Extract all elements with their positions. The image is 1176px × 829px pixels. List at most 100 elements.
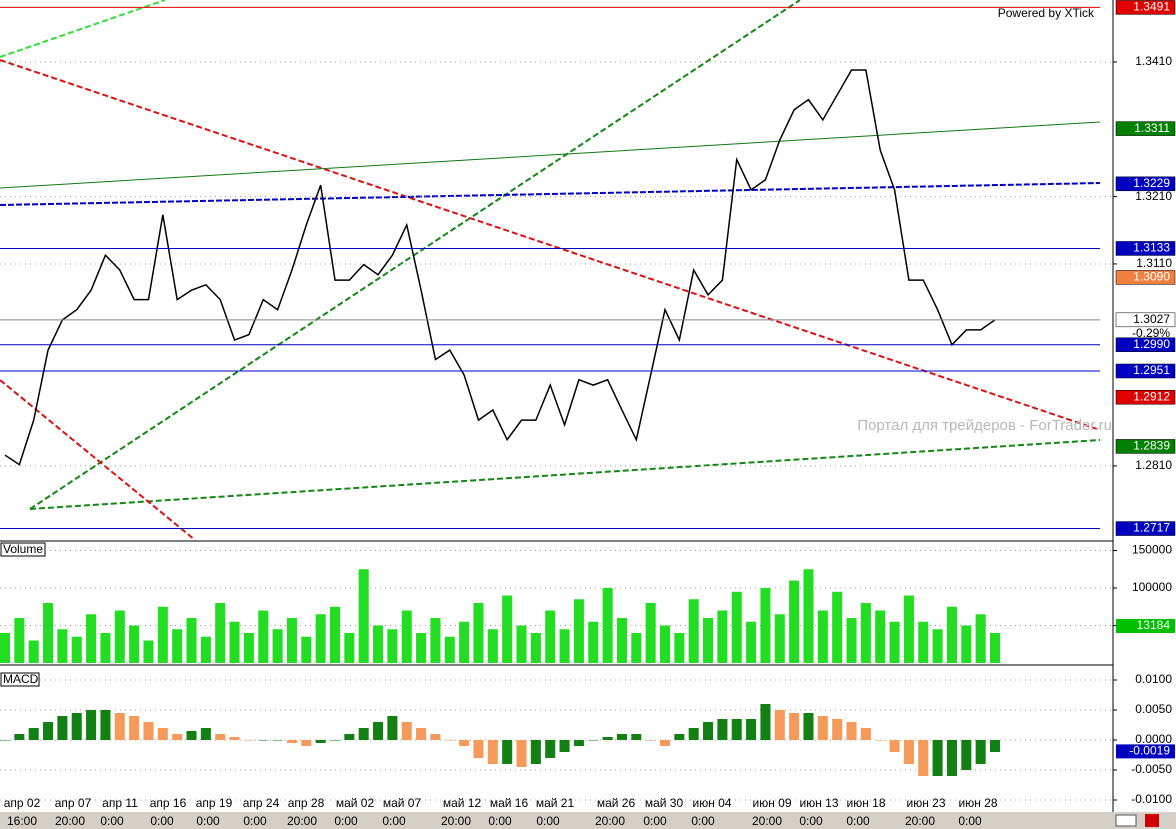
value-badge [1116, 744, 1175, 759]
value-badge-label: 13184 [1137, 618, 1171, 632]
bar [286, 740, 297, 743]
level-label: 1.2717 [1133, 521, 1170, 535]
bar [28, 640, 39, 663]
bar [545, 740, 556, 758]
bar [272, 740, 283, 741]
level-label: 1.2912 [1133, 389, 1170, 403]
x-date-label: май 07 [383, 796, 422, 810]
bar [659, 740, 671, 746]
bar [229, 621, 240, 663]
bar [459, 621, 470, 663]
bar [846, 618, 857, 663]
bar [846, 722, 857, 740]
bar [358, 728, 369, 740]
level-label: 1.3311 [1134, 121, 1170, 135]
bar [530, 633, 541, 663]
bar [860, 603, 871, 663]
bar [272, 629, 283, 663]
bar [989, 740, 1001, 752]
x-date-label: апр 19 [196, 796, 233, 810]
bar [688, 599, 699, 663]
x-time-label: 20:00 [752, 814, 782, 828]
bar [473, 603, 484, 663]
bar [416, 633, 427, 663]
level-badge [1115, 390, 1176, 405]
time-strip [0, 812, 1176, 829]
level-badge [1115, 363, 1176, 379]
level-badge [1115, 176, 1176, 192]
x-time-label: 0:00 [488, 814, 512, 828]
bar [975, 740, 986, 764]
bar [530, 740, 541, 764]
bar [961, 740, 972, 770]
panel-label: MACD [3, 672, 39, 686]
bar [387, 629, 398, 663]
y-tick-label: -0.0050 [1131, 762, 1172, 776]
bar [57, 716, 68, 740]
bar [588, 740, 599, 741]
bar [746, 621, 757, 663]
level-label: 1.3229 [1133, 176, 1170, 190]
y-tick-label: 1.2810 [1135, 458, 1172, 472]
bar [315, 614, 326, 663]
bar [430, 734, 441, 740]
bar [129, 625, 140, 663]
x-time-label: 20:00 [905, 814, 935, 828]
x-time-label: 0:00 [334, 814, 358, 828]
bar [717, 610, 728, 663]
bar [746, 719, 757, 740]
bar [200, 728, 211, 740]
bar [961, 625, 972, 663]
bar [502, 740, 513, 764]
x-date-label: апр 16 [150, 796, 187, 810]
icon-button[interactable] [1115, 814, 1137, 827]
bar [875, 740, 886, 741]
y-tick-label: 100000 [1132, 580, 1172, 594]
x-time-label: 0:00 [846, 814, 870, 828]
bar [889, 621, 900, 663]
y-tick-label: 150000 [1132, 543, 1172, 557]
bar [932, 629, 943, 663]
bar [731, 591, 742, 663]
bar [946, 740, 957, 776]
bar [473, 740, 484, 758]
x-date-label: июн 04 [692, 796, 731, 810]
bar [0, 633, 11, 663]
icon-button[interactable] [1145, 814, 1159, 827]
bar [258, 610, 269, 663]
x-date-label: июн 23 [906, 796, 945, 810]
bar [157, 728, 168, 740]
bar [301, 636, 312, 663]
trend-line [29, 439, 1101, 510]
bar [789, 713, 800, 740]
bar [616, 618, 627, 663]
bar [688, 728, 699, 740]
value-badge-label: -0.0019 [1129, 744, 1170, 758]
bar [186, 731, 197, 740]
level-label: 1.3133 [1133, 241, 1170, 255]
bar [100, 710, 111, 740]
x-date-label: июн 18 [846, 796, 885, 810]
trend-line [0, 379, 196, 541]
x-date-label: июн 13 [799, 796, 838, 810]
x-date-label: июн 28 [958, 796, 997, 810]
bar [803, 569, 814, 663]
bar [329, 606, 341, 663]
x-time-label: 20:00 [287, 814, 317, 828]
level-badge [1115, 521, 1176, 536]
level-badge [1115, 439, 1176, 454]
bar [401, 610, 412, 663]
bar [14, 734, 25, 740]
bar [243, 740, 254, 741]
bar [301, 740, 312, 746]
x-time-label: 20:00 [595, 814, 625, 828]
price-line [4, 69, 996, 466]
bar [344, 633, 355, 663]
level-label: 1.2839 [1133, 439, 1170, 453]
level-badge [1115, 241, 1176, 256]
bar [588, 621, 599, 663]
bar [645, 603, 656, 663]
level-label: 1.3027 [1133, 312, 1170, 326]
bar [444, 636, 455, 663]
x-date-label: май 02 [336, 796, 375, 810]
